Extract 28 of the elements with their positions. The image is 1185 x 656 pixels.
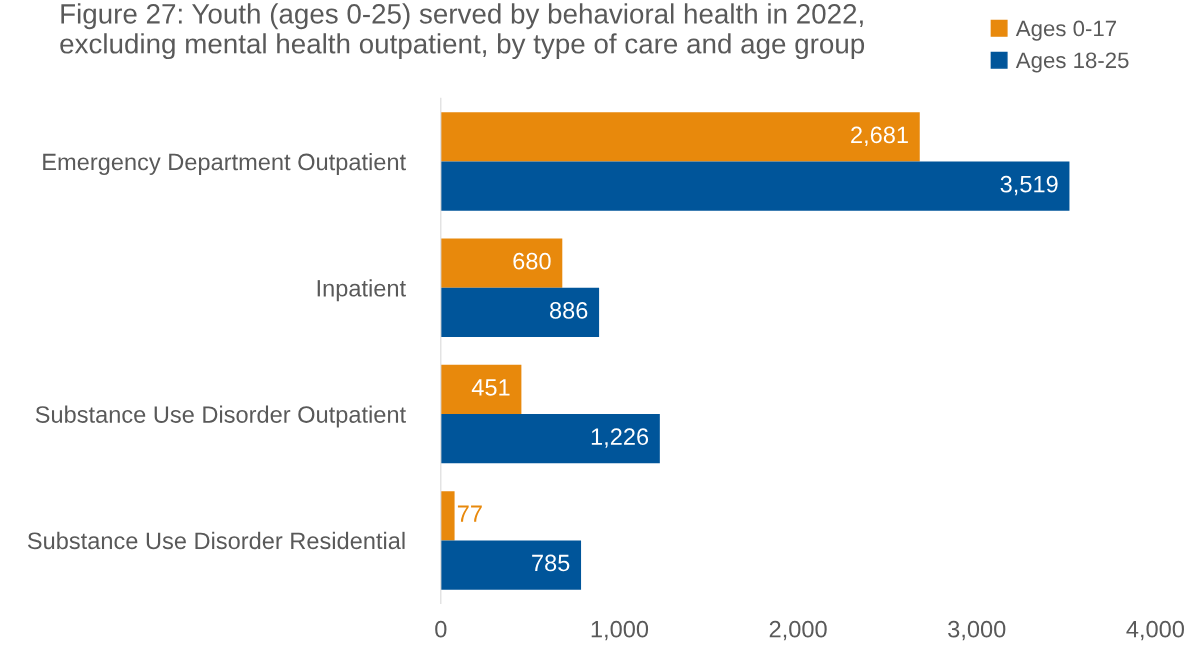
bar [440,112,920,162]
bar [440,238,563,288]
chart-title: Figure 27: Youth (ages 0-25) served by behavioral health in 2022, excluding mental health outpatient, by type of care and age group [60,3,865,60]
x-tick-label: 1,000 [591,620,649,641]
x-tick-label: 2,000 [769,620,827,641]
x-tick-label: 0 [435,620,447,638]
bar [440,414,660,464]
bar [440,540,582,590]
data-label: 2,681 [851,126,908,147]
bar [440,491,455,541]
x-tick-label: 3,000 [948,620,1006,641]
data-label: 680 [513,252,551,270]
data-label: 451 [471,379,510,396]
data-label: 886 [550,302,588,319]
y-tick-label: Emergency Department Outpatient [43,152,406,175]
y-tick-label: Inpatient [317,279,406,302]
data-label: 785 [532,554,570,572]
y-tick-label: Substance Use Disorder Outpatient [35,405,406,428]
bar [440,287,600,338]
legend-label: Ages 0-17 [1015,20,1116,41]
x-tick-label: 4,000 [1126,620,1184,641]
legend-label: Ages 18-25 [1015,52,1129,73]
bar [440,364,522,415]
data-label: 77 [457,505,482,522]
y-tick-label: Substance Use Disorder Residential [27,531,405,550]
data-label: 3,519 [1000,175,1058,196]
data-label: 1,226 [591,428,649,448]
bar [440,161,1070,211]
